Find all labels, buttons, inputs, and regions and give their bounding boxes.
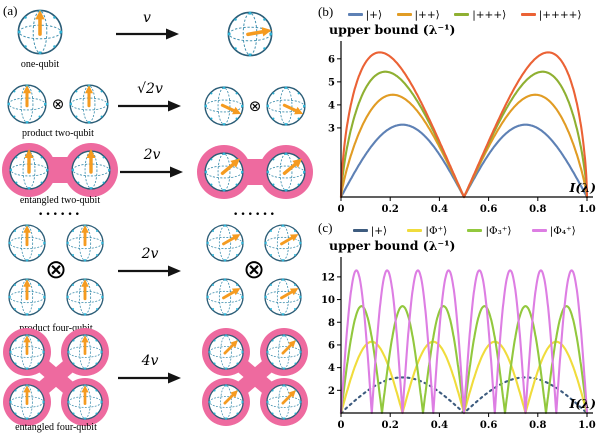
caption-entangled-four-qubit: entangled four-qubit	[15, 422, 97, 433]
legend-label: |++⟩	[414, 8, 440, 21]
velocity-label: √2v	[137, 81, 163, 97]
chart-c-plot: 2 4 6 8 10 12 0 0.2 0.4 0.6 0.8 1.0 I(λ)	[321, 256, 597, 431]
velocity-label: 2v	[143, 147, 161, 163]
transform-arrow	[116, 371, 183, 385]
legend-item: |++++⟩	[520, 8, 582, 21]
chart-b-head: (b) |+⟩ |++⟩ |+++⟩ |++++⟩	[315, 0, 600, 21]
legend-label: |Φ₄⁺⟩	[549, 224, 576, 237]
legend-swatch	[454, 13, 470, 16]
legend-label: |Φ⁺⟩	[425, 224, 448, 237]
legend-label: |+++⟩	[472, 8, 507, 21]
x-tick-label: 1.0	[578, 204, 595, 215]
legend-label: |+⟩	[370, 224, 388, 237]
legend-label: |+⟩	[365, 8, 383, 21]
x-tick-label: 0.2	[381, 420, 398, 431]
legend-item: |+++⟩	[454, 9, 506, 21]
legend-item: |Φ₃⁺⟩	[467, 225, 511, 237]
panel-a-label: (a)	[3, 3, 17, 18]
velocity-label: 2v	[141, 246, 159, 262]
transform-arrow	[116, 99, 183, 113]
axes	[340, 40, 593, 198]
caption-product-two-qubit: product two-qubit	[22, 128, 94, 139]
x-tick-label: 0.8	[529, 420, 546, 431]
chart-b-title: upper bound (λ⁻¹)	[329, 21, 456, 37]
panel-c-chart: (c) |+⟩ |Φ⁺⟩ |Φ₃⁺⟩ |Φ₄⁺⟩ upper bound (λ⁻¹) …	[315, 216, 600, 432]
legend-item: |++⟩	[396, 8, 440, 21]
transform-arrow	[116, 264, 183, 278]
transform-arrow	[118, 165, 185, 179]
chart-c-legend: |+⟩ |Φ⁺⟩ |Φ₃⁺⟩ |Φ₄⁺⟩	[332, 225, 596, 237]
legend-label: |++++⟩	[538, 8, 582, 21]
y-tick-label: 4	[328, 100, 335, 111]
ellipsis-dots: ······	[38, 206, 82, 223]
y-tick-label: 6	[328, 54, 335, 65]
x-axis-label: I(λ)	[569, 180, 597, 195]
y-tick-label: 12	[321, 272, 335, 283]
caption-product-four-qubit: product four-qubit	[19, 323, 93, 334]
x-tick-label: 0.8	[529, 204, 546, 215]
x-tick-label: 0	[338, 420, 345, 431]
series-plus2	[339, 93, 589, 198]
legend-swatch	[352, 229, 368, 232]
chart-c-title: upper bound (λ⁻¹)	[329, 237, 456, 253]
panel-a-diagram: (a) v one-qubit ⊗ √2v ⊗ product two-qub	[2, 3, 313, 433]
tensor-symbol: ⊗	[52, 95, 65, 113]
y-tick-label: 2	[328, 386, 335, 397]
x-tick-label: 0.6	[480, 204, 497, 215]
y-tick-label: 6	[328, 340, 335, 351]
tensor-symbol: ⊗	[249, 97, 262, 115]
chart-b-plot: 3 4 5 6 0 0.2 0.4 0.6 0.8 1.0 I(λ)	[328, 40, 597, 215]
y-tick-label: 4	[328, 363, 335, 374]
chart-b-legend: |+⟩ |++⟩ |+++⟩ |++++⟩	[333, 9, 596, 21]
caption-entangled-two-qubit: entangled two-qubit	[20, 195, 100, 206]
entangled-four-qubit-row: 4v entangled four-qubit	[3, 328, 308, 433]
product-two-qubit-row: ⊗ √2v ⊗ product two-qubit	[6, 81, 307, 139]
tensor-symbol: ⊗	[243, 255, 265, 285]
legend-swatch	[407, 229, 423, 232]
panel-c-label: (c)	[318, 220, 333, 235]
series-phi4	[339, 269, 589, 414]
charts-column: (b) |+⟩ |++⟩ |+++⟩ |++++⟩ upper bound (λ⁻¹)…	[315, 0, 600, 433]
velocity-label: 4v	[141, 353, 159, 369]
legend-label: |Φ₃⁺⟩	[485, 224, 512, 237]
chart-c-head: (c) |+⟩ |Φ⁺⟩ |Φ₃⁺⟩ |Φ₄⁺⟩	[315, 216, 600, 237]
legend-item: |+⟩	[352, 224, 388, 237]
x-tick-label: 0.6	[480, 420, 497, 431]
product-four-qubit-row: ⊗ 2v ⊗ product four-qubit	[7, 223, 303, 334]
entangled-two-qubit-row: 2v entangled two-qubit	[2, 143, 313, 206]
one-qubit-row: v one-qubit	[16, 8, 275, 70]
tensor-symbol: ⊗	[45, 255, 67, 285]
legend-swatch	[347, 13, 363, 16]
velocity-label: v	[143, 10, 151, 26]
series-plus1	[339, 123, 589, 198]
caption-one-qubit: one-qubit	[21, 59, 60, 70]
x-tick-label: 0.4	[431, 420, 448, 431]
ellipsis-dots: ······	[233, 206, 277, 223]
panel-b-label: (b)	[318, 4, 334, 19]
legend-swatch	[467, 229, 483, 232]
legend-swatch	[396, 13, 412, 16]
x-tick-label: 0.2	[381, 204, 398, 215]
transform-arrow	[114, 27, 181, 41]
x-tick-label: 1.0	[578, 420, 595, 431]
y-tick-label: 5	[328, 77, 335, 88]
legend-item: |Φ₄⁺⟩	[531, 224, 576, 237]
x-tick-label: 0.4	[431, 204, 448, 215]
legend-item: |Φ⁺⟩	[407, 225, 447, 237]
legend-item: |+⟩	[347, 8, 383, 21]
legend-swatch	[520, 13, 536, 16]
series-plus3	[339, 70, 589, 198]
y-tick-label: 10	[321, 295, 335, 306]
x-axis-label: I(λ)	[569, 396, 597, 411]
y-tick-label: 8	[328, 317, 335, 328]
legend-swatch	[531, 229, 547, 232]
y-tick-label: 3	[328, 123, 335, 134]
panel-b-chart: (b) |+⟩ |++⟩ |+++⟩ |++++⟩ upper bound (λ⁻¹)…	[315, 0, 600, 216]
x-tick-label: 0	[338, 204, 345, 215]
